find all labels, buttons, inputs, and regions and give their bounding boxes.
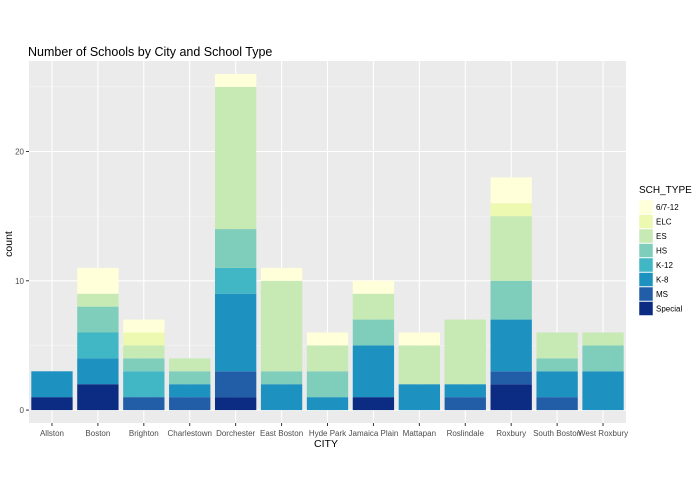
bar-segment — [214, 267, 257, 294]
bar-segment — [444, 319, 486, 385]
x-tick-label: Charlestown — [167, 429, 211, 438]
x-axis-title: CITY — [314, 438, 338, 450]
legend-title: SCH_TYPE — [639, 185, 692, 196]
bar-segment — [77, 293, 119, 307]
bar-segment — [306, 345, 349, 372]
bar-segment — [77, 332, 119, 359]
bar-segment — [260, 280, 303, 372]
bar-segment — [169, 358, 211, 372]
bar-segment — [536, 358, 578, 372]
bar-segment — [444, 397, 486, 411]
legend-swatch — [638, 286, 654, 302]
bar-segment — [398, 345, 441, 385]
chart-title: Number of Schools by City and School Typ… — [28, 45, 272, 59]
bar-segment — [536, 332, 578, 359]
legend-label: K-8 — [656, 276, 669, 285]
bar-segment — [123, 371, 165, 398]
bar-segment — [490, 384, 532, 411]
bar-segment — [214, 371, 257, 398]
bar-segment — [398, 332, 441, 346]
y-tick-label: 20 — [15, 148, 24, 157]
bar-segment — [77, 358, 119, 385]
legend-swatch — [638, 272, 654, 287]
x-tick-label: South Boston — [533, 429, 581, 438]
bar-segment — [31, 371, 73, 398]
bar-segment — [77, 306, 119, 333]
x-tick-label: Hyde Park — [309, 429, 347, 438]
bar-segment — [490, 177, 532, 204]
bar-segment — [169, 384, 211, 398]
bar-segment — [490, 216, 532, 281]
legend-label: ELC — [656, 218, 672, 227]
x-tick-label: Brighton — [129, 429, 159, 438]
x-tick-label: Jamaica Plain — [349, 429, 399, 438]
bar-segment — [490, 280, 532, 320]
bar-segment — [490, 319, 532, 372]
x-tick-label: West Roxbury — [578, 429, 628, 438]
bar-segment — [169, 371, 211, 385]
y-tick-label: 0 — [20, 406, 25, 415]
bar-segment — [123, 345, 165, 359]
bar-segment — [444, 384, 486, 398]
bar-segment — [352, 397, 395, 411]
bar-segment — [123, 332, 165, 346]
bar-segment — [582, 332, 624, 346]
bar-segment — [352, 319, 395, 346]
bar-segment — [214, 293, 257, 372]
y-tick-label: 10 — [15, 277, 24, 286]
legend-label: MS — [656, 290, 668, 299]
bar-segment — [490, 371, 532, 385]
legend-swatch — [638, 301, 654, 316]
x-tick-label: Mattapan — [403, 429, 436, 438]
bar-segment — [214, 397, 257, 411]
bar-segment — [352, 293, 395, 320]
bar-segment — [582, 371, 624, 411]
bar-segment — [77, 384, 119, 411]
bar-segment — [77, 267, 119, 294]
bar-segment — [536, 397, 578, 411]
x-tick-label: Dorchester — [216, 429, 255, 438]
bar-segment — [214, 229, 257, 268]
bar-segment — [31, 397, 73, 411]
bar-segment — [123, 319, 165, 333]
bar-segment — [352, 345, 395, 398]
bar-segment — [214, 73, 257, 87]
legend-swatch — [638, 243, 654, 258]
x-tick-label: Roslindale — [447, 429, 485, 438]
legend-label: K-12 — [656, 261, 673, 270]
legend-label: ES — [656, 232, 667, 241]
legend-swatch — [638, 228, 654, 244]
bar-segment — [398, 384, 441, 411]
x-tick-label: Allston — [40, 429, 64, 438]
plot-area: 0 10 20 Allston Boston Brighton Charlestown Dor… — [15, 61, 628, 438]
bar-segment — [169, 397, 211, 411]
x-tick-label: Boston — [85, 429, 110, 438]
bar-segment — [306, 371, 349, 398]
bar-segment — [352, 280, 395, 294]
legend-swatch — [638, 199, 654, 215]
bar-segment — [260, 267, 303, 281]
x-tick-label: East Boston — [260, 429, 303, 438]
legend-label: 6/7-12 — [656, 203, 679, 212]
legend-swatch — [638, 257, 654, 273]
bar-segment — [490, 203, 532, 217]
legend-label: HS — [656, 247, 667, 256]
bar-segment — [306, 332, 349, 346]
bar-segment — [260, 371, 303, 385]
bar-segment — [306, 397, 349, 411]
legend: SCH_TYPE 6/7-12 ELC ES HS K-12 K-8 MS Special — [638, 185, 692, 316]
legend-swatch — [638, 214, 654, 229]
bar-segment — [260, 384, 303, 411]
y-axis-title: count — [3, 231, 15, 257]
bar-segment — [536, 371, 578, 398]
bar-segment — [123, 397, 165, 411]
bar-segment — [214, 86, 257, 230]
bar-segment — [123, 358, 165, 372]
x-tick-label: Roxbury — [496, 429, 526, 438]
bar-segment — [582, 345, 624, 372]
legend-label: Special — [656, 305, 682, 314]
